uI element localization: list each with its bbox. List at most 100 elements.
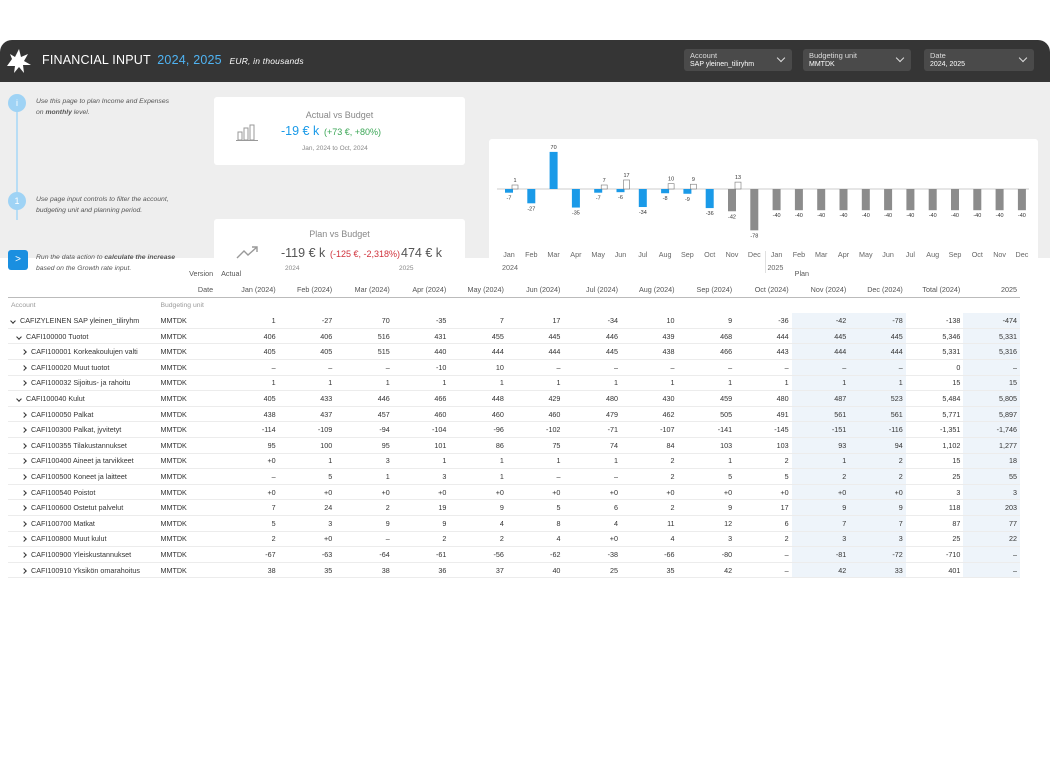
value-cell[interactable]: 2	[849, 453, 906, 470]
value-cell[interactable]: 3	[791, 531, 850, 548]
chevron-right-icon[interactable]	[21, 349, 27, 356]
value-cell[interactable]: 5,316	[963, 343, 1020, 361]
column-header[interactable]: Feb (2024)	[278, 281, 336, 298]
value-cell[interactable]: -72	[849, 546, 906, 563]
value-cell[interactable]: –	[963, 359, 1020, 376]
chevron-right-icon[interactable]	[21, 427, 27, 434]
column-header[interactable]: Total (2024)	[905, 281, 964, 298]
value-cell[interactable]: -81	[791, 546, 850, 563]
chart-bar[interactable]	[728, 189, 736, 212]
chart-bar[interactable]	[594, 189, 603, 193]
chart-bar-secondary[interactable]	[690, 183, 697, 190]
value-cell[interactable]: 3	[963, 484, 1020, 501]
chart-bar-secondary[interactable]	[667, 183, 675, 190]
value-cell[interactable]: -42	[791, 312, 850, 329]
column-header[interactable]: Apr (2024)	[392, 281, 450, 298]
chart-bar[interactable]	[861, 189, 870, 211]
value-cell[interactable]: -474	[963, 312, 1020, 329]
value-cell[interactable]: 561	[849, 406, 906, 423]
value-cell[interactable]: 445	[791, 328, 850, 345]
value-cell[interactable]: 1	[849, 375, 906, 392]
column-header[interactable]: Aug (2024)	[621, 281, 678, 298]
budgeting-unit-filter[interactable]: Budgeting unit MMTDK	[803, 49, 911, 71]
chevron-right-icon[interactable]	[21, 474, 27, 480]
chart-bar[interactable]	[839, 189, 848, 211]
column-header[interactable]: Jul (2024)	[563, 281, 621, 298]
value-cell[interactable]: 15	[963, 375, 1020, 392]
chart-bar-secondary[interactable]	[734, 181, 742, 190]
chevron-right-icon[interactable]	[21, 552, 27, 558]
column-header[interactable]: Oct (2024)	[735, 281, 792, 298]
value-cell[interactable]: 9	[791, 499, 850, 516]
value-cell[interactable]: 445	[849, 328, 906, 345]
value-cell[interactable]: 2	[849, 468, 906, 485]
value-cell[interactable]: 1	[791, 375, 850, 392]
chevron-right-icon[interactable]	[21, 536, 27, 543]
chart-bar[interactable]	[750, 189, 759, 231]
column-header[interactable]: Dec (2024)	[849, 281, 906, 298]
value-cell[interactable]: 5,897	[963, 406, 1020, 423]
chevron-right-icon[interactable]	[21, 411, 27, 418]
value-cell[interactable]: 523	[849, 390, 906, 407]
value-cell[interactable]: 94	[849, 437, 906, 454]
value-cell[interactable]: 1,277	[963, 437, 1020, 454]
chart-bar[interactable]	[571, 189, 580, 208]
value-cell[interactable]: 487	[791, 390, 850, 407]
value-cell[interactable]: 7	[791, 515, 850, 532]
value-cell[interactable]: 444	[849, 343, 906, 361]
chart-bar[interactable]	[772, 189, 781, 211]
value-cell[interactable]: –	[791, 359, 850, 376]
chart-bar[interactable]	[817, 189, 826, 211]
value-cell[interactable]: -1,746	[963, 421, 1020, 439]
chart-bar-secondary[interactable]	[511, 184, 519, 190]
value-cell[interactable]: 561	[791, 406, 850, 423]
column-header[interactable]: Mar (2024)	[335, 281, 393, 298]
chart-bar[interactable]	[505, 189, 513, 193]
value-cell[interactable]: 77	[963, 515, 1020, 532]
chart-bar-secondary[interactable]	[623, 179, 630, 190]
chart-bar[interactable]	[951, 189, 959, 211]
column-header[interactable]: Nov (2024)	[791, 281, 850, 298]
value-cell[interactable]: 5,805	[963, 390, 1020, 407]
chevron-down-icon[interactable]	[10, 317, 16, 324]
account-filter[interactable]: Account SAP yleinen_tiliryhm	[684, 49, 792, 71]
column-header[interactable]: Jan (2024)	[218, 281, 279, 298]
value-cell[interactable]: 55	[963, 468, 1020, 485]
chevron-right-icon[interactable]	[21, 365, 27, 371]
value-cell[interactable]: 93	[791, 437, 850, 454]
chart-bar[interactable]	[995, 189, 1004, 211]
chevron-right-icon[interactable]	[21, 520, 27, 527]
chart-bar[interactable]	[616, 189, 625, 193]
value-cell[interactable]: 7	[849, 515, 906, 532]
value-cell[interactable]: 22	[963, 531, 1020, 548]
value-cell[interactable]: 42	[791, 562, 850, 579]
chevron-right-icon[interactable]	[21, 380, 27, 387]
value-cell[interactable]: –	[849, 359, 906, 376]
value-cell[interactable]: 3	[849, 531, 906, 548]
chart-bar[interactable]	[638, 189, 647, 208]
value-cell[interactable]: -78	[849, 312, 906, 329]
chart-bar[interactable]	[928, 189, 937, 211]
value-cell[interactable]: –	[963, 562, 1020, 579]
column-header[interactable]: Sep (2024)	[677, 281, 736, 298]
chart-bar[interactable]	[683, 189, 692, 194]
value-cell[interactable]: +0	[791, 484, 850, 501]
chart-bar[interactable]	[527, 189, 536, 204]
value-cell[interactable]: 444	[791, 343, 850, 361]
value-cell[interactable]: –	[963, 546, 1020, 563]
run-data-action-button[interactable]: >	[8, 250, 28, 270]
value-cell[interactable]: +0	[849, 484, 906, 501]
value-cell[interactable]: 5,331	[963, 328, 1020, 345]
date-filter[interactable]: Date 2024, 2025	[924, 49, 1034, 71]
value-cell[interactable]: 9	[849, 499, 906, 516]
value-cell[interactable]: -116	[849, 421, 906, 439]
chevron-right-icon[interactable]	[21, 567, 27, 574]
chevron-right-icon[interactable]	[21, 442, 27, 449]
value-cell[interactable]: 1	[791, 453, 850, 470]
chevron-down-icon[interactable]	[16, 396, 22, 402]
chevron-right-icon[interactable]	[21, 458, 27, 465]
chart-bar[interactable]	[549, 151, 558, 189]
value-cell[interactable]: 18	[963, 453, 1020, 470]
column-header[interactable]: Jun (2024)	[506, 281, 564, 298]
chart-bar[interactable]	[794, 189, 803, 211]
